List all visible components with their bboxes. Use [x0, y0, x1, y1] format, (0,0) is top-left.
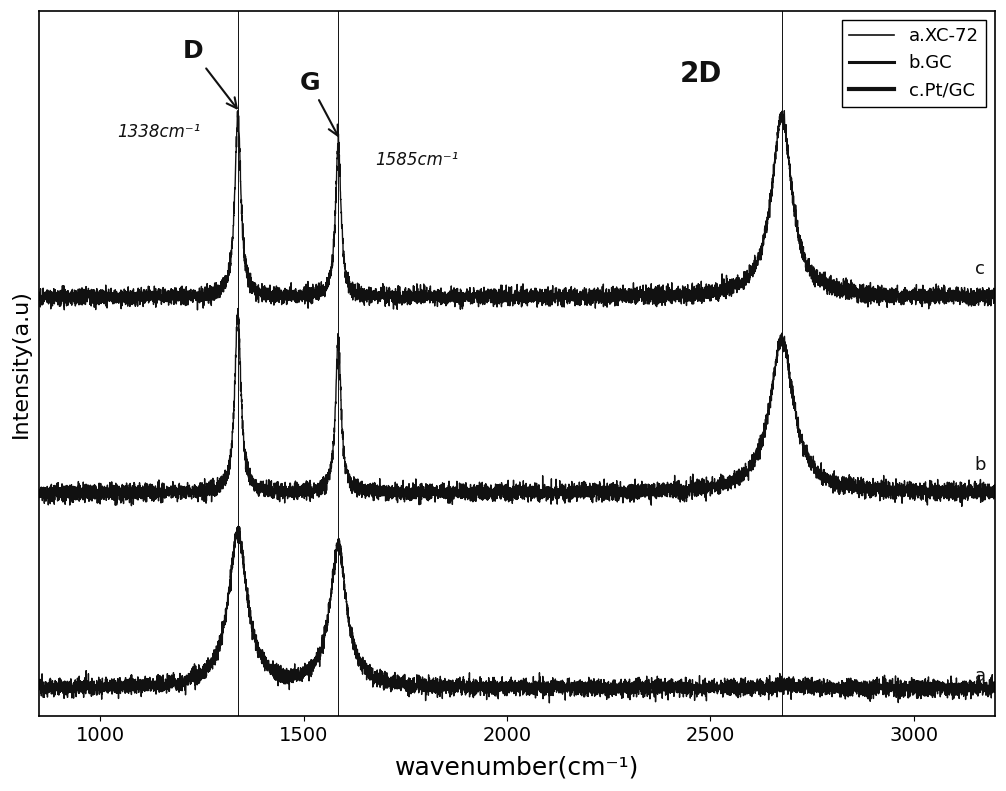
- Text: b: b: [975, 456, 986, 474]
- Text: c: c: [975, 260, 985, 278]
- Text: G: G: [300, 71, 338, 136]
- X-axis label: wavenumber(cm⁻¹): wavenumber(cm⁻¹): [395, 756, 640, 780]
- Text: D: D: [183, 40, 236, 108]
- Text: a: a: [975, 667, 986, 684]
- Text: 1585cm⁻¹: 1585cm⁻¹: [375, 151, 458, 168]
- Y-axis label: Intensity(a.u): Intensity(a.u): [11, 290, 31, 438]
- Text: 2D: 2D: [679, 60, 721, 88]
- Text: 1338cm⁻¹: 1338cm⁻¹: [117, 123, 200, 141]
- Legend: a.XC-72, b.GC, c.Pt/GC: a.XC-72, b.GC, c.Pt/GC: [842, 20, 986, 107]
